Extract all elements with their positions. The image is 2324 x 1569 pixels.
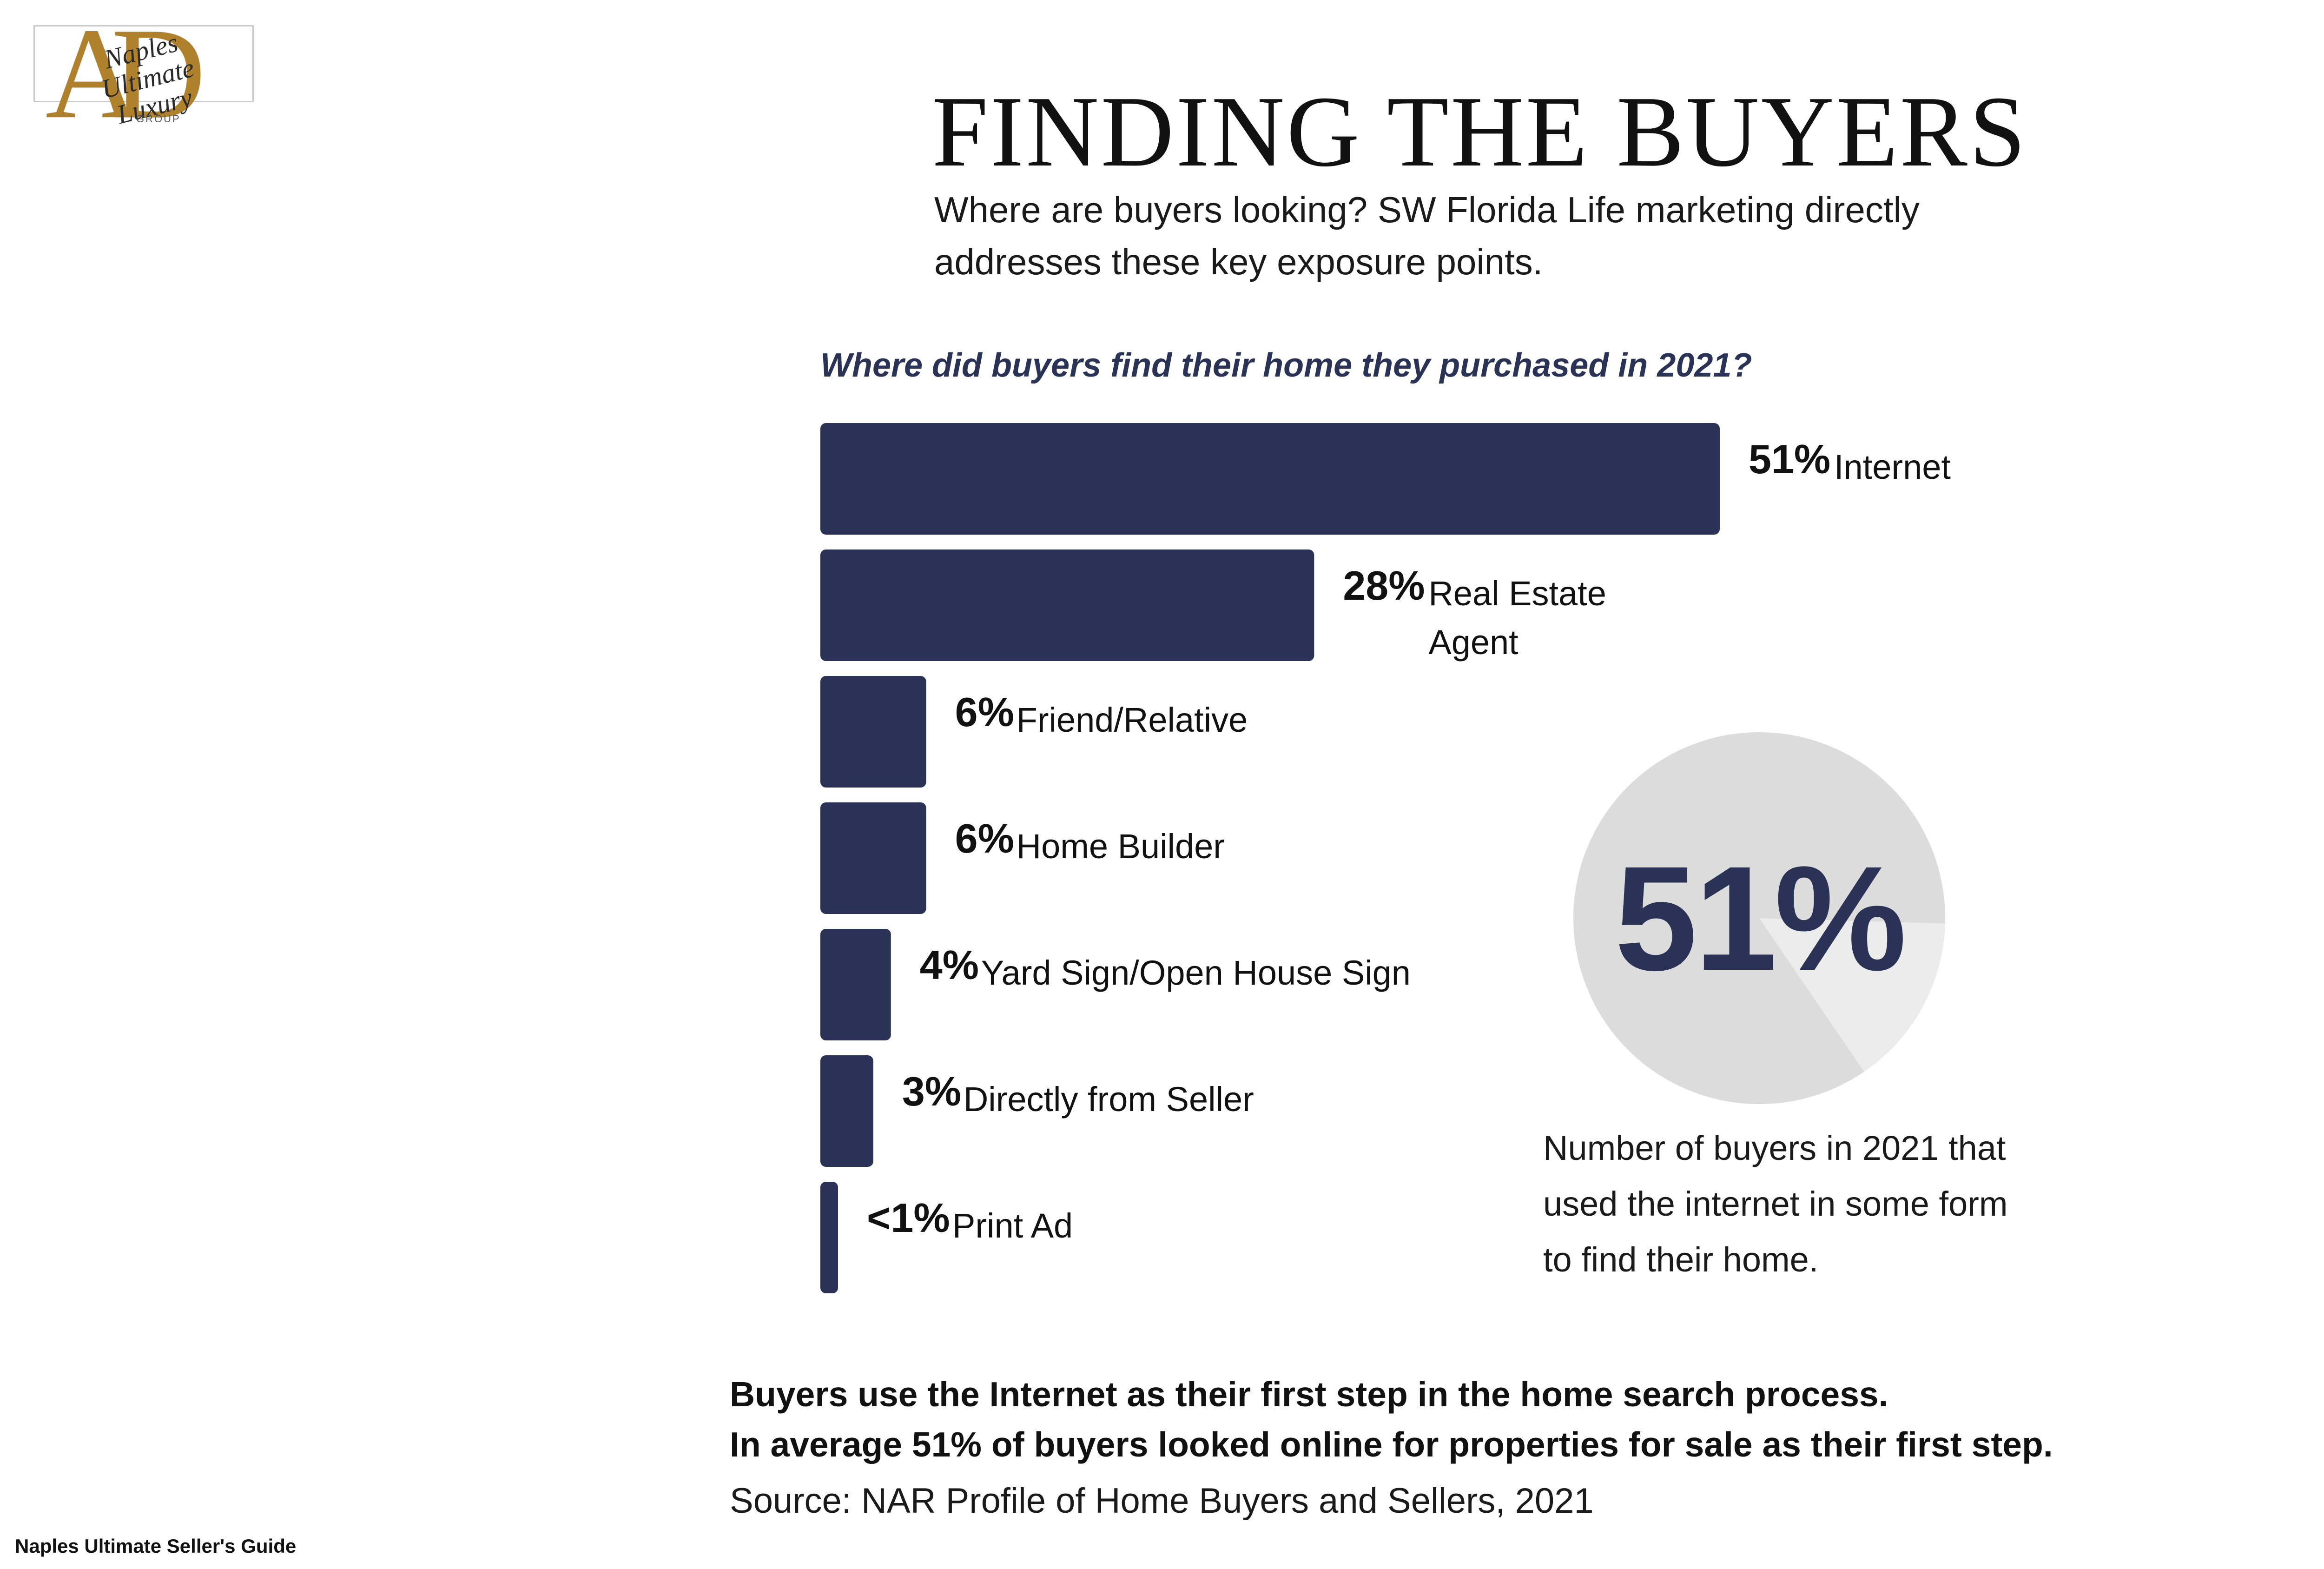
chart-question: Where did buyers find their home they pu… (820, 347, 1752, 384)
bar-value-label-1: 28% (1343, 563, 1425, 609)
bar-value-label-0: 51% (1749, 436, 1830, 482)
conclusion-line2: In average 51% of buyers looked online f… (730, 1425, 2053, 1464)
highlight-percent: 51% (1614, 835, 1907, 1001)
bar-value-label-4: 4% (920, 942, 979, 988)
bar-category-label-0: Internet (1834, 448, 1951, 486)
bar-category-label-2: Friend/Relative (1017, 701, 1248, 739)
logo-frame (33, 25, 254, 102)
page-title: FINDING THE BUYERS (932, 76, 2028, 188)
bar-value-label-6: <1% (867, 1195, 950, 1241)
highlight-pie (1573, 732, 1945, 1104)
bar-5 (820, 1055, 873, 1167)
conclusion-line1: Buyers use the Internet as their first s… (730, 1375, 1888, 1414)
conclusion: Buyers use the Internet as their first s… (730, 1369, 2053, 1470)
logo: AD Naples Ultimate Luxury GROUP (32, 8, 255, 139)
bar-category-label-3: Home Builder (1017, 827, 1225, 866)
bar-3 (820, 802, 926, 914)
bar-value-label-5: 3% (902, 1068, 961, 1114)
page-subtitle: Where are buyers looking? SW Florida Lif… (934, 189, 1920, 282)
bar-category-label-1-line1: Agent (1428, 623, 1519, 662)
bar-category-label-6: Print Ad (952, 1206, 1073, 1245)
bar-2 (820, 676, 926, 788)
logo-small-text: GROUP (136, 113, 181, 125)
bar-0 (820, 423, 1720, 535)
highlight-caption: Number of buyers in 2021 that used the i… (1543, 1129, 2008, 1279)
footer-label: Naples Ultimate Seller's Guide (15, 1535, 297, 1557)
bar-category-label-5: Directly from Seller (964, 1080, 1254, 1119)
bar-value-label-3: 6% (955, 815, 1014, 861)
bar-value-label-2: 6% (955, 689, 1014, 735)
pie-slice (1759, 918, 1945, 1072)
source-note: Source: NAR Profile of Home Buyers and S… (730, 1481, 1594, 1521)
bar-6 (820, 1182, 838, 1293)
bar-1 (820, 549, 1314, 661)
highlight-circle: 51% (1573, 732, 1945, 1104)
bar-category-label-1-line0: Real Estate (1428, 574, 1606, 613)
bar-4 (820, 929, 891, 1040)
bar-category-label-4: Yard Sign/Open House Sign (981, 953, 1411, 992)
